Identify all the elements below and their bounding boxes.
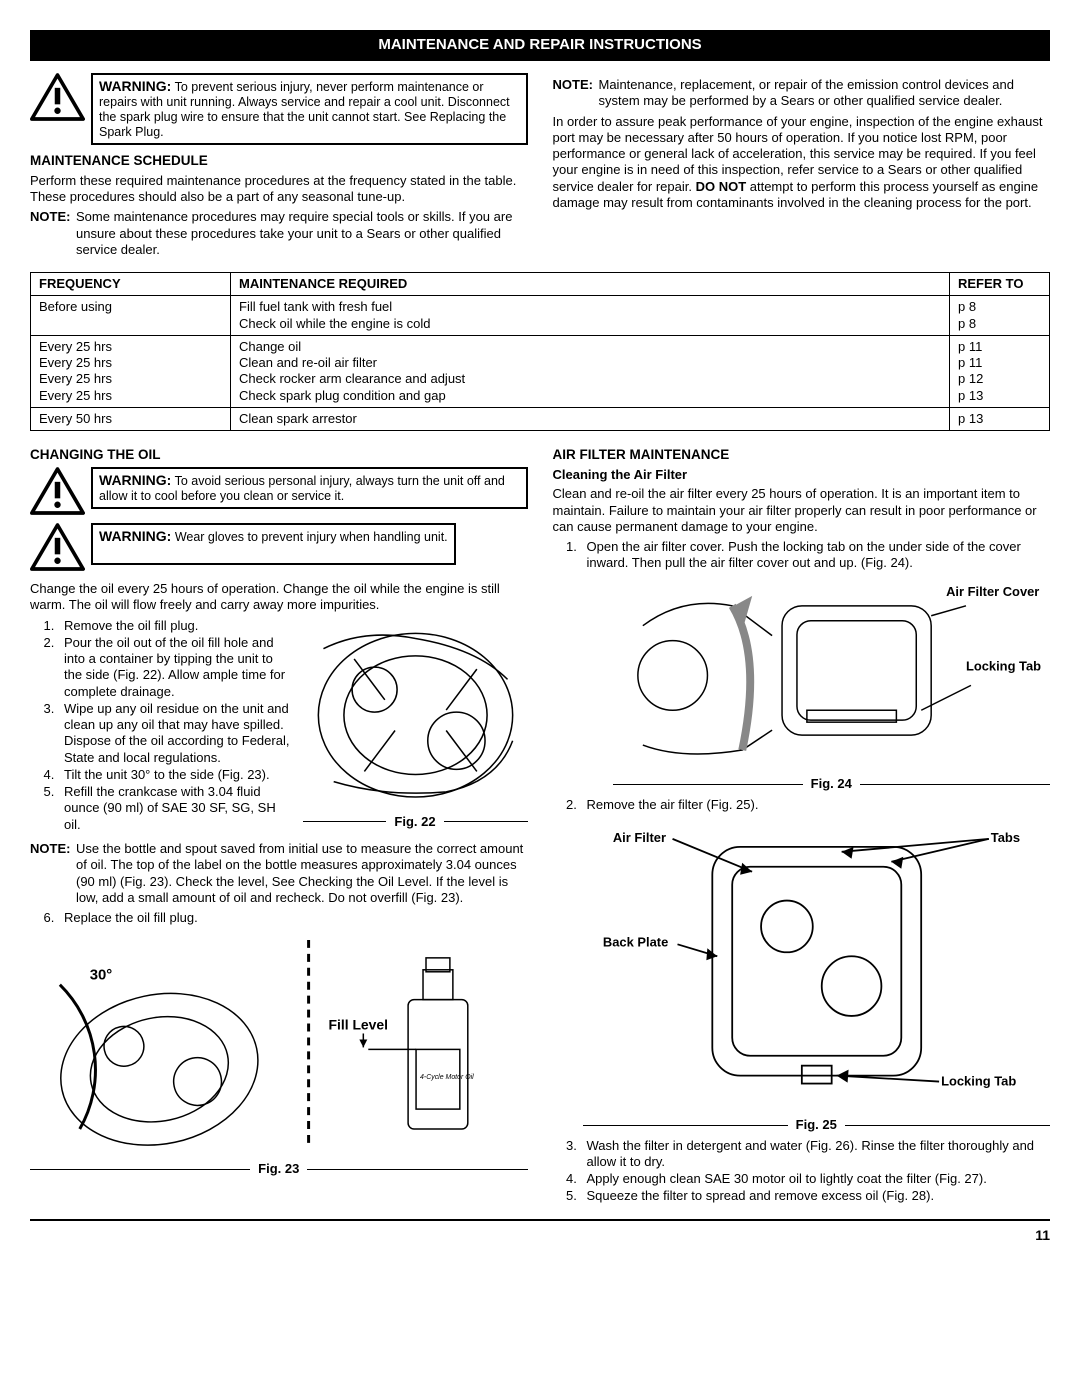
svg-text:Tabs: Tabs bbox=[990, 830, 1019, 845]
fig25-block: Air Filter Tabs Back Plate Locking Tab bbox=[553, 817, 1051, 1134]
page-number: 11 bbox=[30, 1227, 1050, 1245]
air-step-3: Wash the filter in detergent and water (… bbox=[581, 1138, 1051, 1171]
fig23-label: Fig. 23 bbox=[258, 1161, 299, 1177]
cell-freq: Before using bbox=[31, 296, 231, 336]
table-row: Every 25 hrs Every 25 hrs Every 25 hrs E… bbox=[31, 335, 1050, 407]
oil-steps-2: Replace the oil fill plug. bbox=[30, 910, 528, 926]
right-note-body: Maintenance, replacement, or repair of t… bbox=[599, 77, 1051, 110]
fig25-caption: Fig. 25 bbox=[583, 1117, 1051, 1133]
warning-label: WARNING: bbox=[99, 472, 171, 488]
fig22-caption: Fig. 22 bbox=[303, 814, 528, 830]
fig22-block: Fig. 22 bbox=[303, 618, 528, 833]
schedule-note: NOTE: Some maintenance procedures may re… bbox=[30, 209, 528, 258]
warning-label: WARNING: bbox=[99, 78, 171, 94]
fig24-block: Air Filter Cover Locking Tab Fig. 24 bbox=[553, 576, 1051, 793]
warning-2-text: WARNING: To avoid serious personal injur… bbox=[91, 467, 528, 509]
air-steps-1: Open the air filter cover. Push the lock… bbox=[553, 539, 1051, 572]
fig22-label: Fig. 22 bbox=[394, 814, 435, 830]
fig23-illustration: 30° Fill Level 4-Cycle Motor Oil bbox=[30, 930, 528, 1159]
air-step-1: Open the air filter cover. Push the lock… bbox=[581, 539, 1051, 572]
page-header: MAINTENANCE AND REPAIR INSTRUCTIONS bbox=[30, 30, 1050, 61]
cell-ref: p 11 p 11 p 12 p 13 bbox=[950, 335, 1050, 407]
cell-freq: Every 50 hrs bbox=[31, 407, 231, 430]
oil-intro: Change the oil every 25 hours of operati… bbox=[30, 581, 528, 614]
warning-icon bbox=[30, 73, 85, 121]
air-title: AIR FILTER MAINTENANCE bbox=[553, 447, 1051, 464]
table-row: Every 50 hrs Clean spark arrestor p 13 bbox=[31, 407, 1050, 430]
table-row: Before using Fill fuel tank with fresh f… bbox=[31, 296, 1050, 336]
oil-note-body: Use the bottle and spout saved from init… bbox=[76, 841, 528, 906]
top-right-col: NOTE: Maintenance, replacement, or repai… bbox=[553, 73, 1051, 262]
warning-icon bbox=[30, 523, 85, 571]
left-col: CHANGING THE OIL WARNING: To avoid serio… bbox=[30, 441, 528, 1208]
cell-req: Fill fuel tank with fresh fuel Check oil… bbox=[231, 296, 950, 336]
fig24-illustration: Air Filter Cover Locking Tab bbox=[613, 576, 1051, 775]
fig24-caption: Fig. 24 bbox=[613, 776, 1051, 792]
fig25-illustration: Air Filter Tabs Back Plate Locking Tab bbox=[583, 817, 1051, 1115]
right-para: In order to assure peak performance of y… bbox=[553, 114, 1051, 212]
air-step-2: Remove the air filter (Fig. 25). bbox=[581, 797, 1051, 813]
th-refer: REFER TO bbox=[950, 273, 1050, 296]
svg-text:30°: 30° bbox=[90, 967, 113, 984]
bottom-rule bbox=[30, 1219, 1050, 1221]
warning-3-text: WARNING: Wear gloves to prevent injury w… bbox=[91, 523, 456, 565]
bottom-columns: CHANGING THE OIL WARNING: To avoid serio… bbox=[30, 441, 1050, 1208]
air-subtitle: Cleaning the Air Filter bbox=[553, 467, 1051, 483]
right-col: AIR FILTER MAINTENANCE Cleaning the Air … bbox=[553, 441, 1051, 1208]
warning-2: WARNING: To avoid serious personal injur… bbox=[30, 467, 528, 515]
fig23-block: 30° Fill Level 4-Cycle Motor Oil Fig. 2 bbox=[30, 930, 528, 1177]
warning-3: WARNING: Wear gloves to prevent injury w… bbox=[30, 523, 528, 571]
warning-icon bbox=[30, 467, 85, 515]
schedule-note-body: Some maintenance procedures may require … bbox=[76, 209, 528, 258]
svg-text:Locking Tab: Locking Tab bbox=[941, 1073, 1016, 1088]
svg-text:Air Filter Cover: Air Filter Cover bbox=[946, 583, 1039, 598]
cell-req: Clean spark arrestor bbox=[231, 407, 950, 430]
oil-steps-wrap: Fig. 22 Remove the oil fill plug. Pour t… bbox=[30, 618, 528, 837]
air-intro: Clean and re-oil the air filter every 25… bbox=[553, 486, 1051, 535]
note-label: NOTE: bbox=[30, 841, 70, 856]
th-frequency: FREQUENCY bbox=[31, 273, 231, 296]
svg-text:Air Filter: Air Filter bbox=[612, 830, 665, 845]
warning-3-body: Wear gloves to prevent injury when handl… bbox=[175, 530, 448, 544]
fig25-label: Fig. 25 bbox=[796, 1117, 837, 1133]
maintenance-table: FREQUENCY MAINTENANCE REQUIRED REFER TO … bbox=[30, 272, 1050, 431]
oil-step-6: Replace the oil fill plug. bbox=[58, 910, 528, 926]
warning-1: WARNING: To prevent serious injury, neve… bbox=[30, 73, 528, 145]
top-left-col: WARNING: To prevent serious injury, neve… bbox=[30, 73, 528, 262]
cell-ref: p 8 p 8 bbox=[950, 296, 1050, 336]
svg-text:Locking Tab: Locking Tab bbox=[965, 658, 1040, 673]
fig24-label: Fig. 24 bbox=[811, 776, 852, 792]
note-label: NOTE: bbox=[30, 209, 70, 224]
schedule-title: MAINTENANCE SCHEDULE bbox=[30, 153, 528, 170]
cell-ref: p 13 bbox=[950, 407, 1050, 430]
oil-title: CHANGING THE OIL bbox=[30, 447, 528, 464]
svg-text:Back Plate: Back Plate bbox=[602, 934, 667, 949]
cell-freq: Every 25 hrs Every 25 hrs Every 25 hrs E… bbox=[31, 335, 231, 407]
right-note: NOTE: Maintenance, replacement, or repai… bbox=[553, 77, 1051, 110]
warning-label: WARNING: bbox=[99, 528, 171, 544]
schedule-intro: Perform these required maintenance proce… bbox=[30, 173, 528, 206]
top-columns: WARNING: To prevent serious injury, neve… bbox=[30, 73, 1050, 262]
th-required: MAINTENANCE REQUIRED bbox=[231, 273, 950, 296]
oil-note: NOTE: Use the bottle and spout saved fro… bbox=[30, 841, 528, 906]
fig23-caption: Fig. 23 bbox=[30, 1161, 528, 1177]
air-steps-2: Remove the air filter (Fig. 25). bbox=[553, 797, 1051, 813]
warning-1-text: WARNING: To prevent serious injury, neve… bbox=[91, 73, 528, 145]
svg-text:Fill Level: Fill Level bbox=[328, 1017, 388, 1033]
svg-text:4-Cycle Motor Oil: 4-Cycle Motor Oil bbox=[420, 1074, 474, 1081]
right-para-bold: DO NOT bbox=[696, 179, 747, 194]
air-steps-3: Wash the filter in detergent and water (… bbox=[553, 1138, 1051, 1205]
cell-req: Change oil Clean and re-oil air filter C… bbox=[231, 335, 950, 407]
air-step-5: Squeeze the filter to spread and remove … bbox=[581, 1188, 1051, 1204]
note-label: NOTE: bbox=[553, 77, 593, 92]
fig22-illustration bbox=[303, 618, 528, 812]
air-step-4: Apply enough clean SAE 30 motor oil to l… bbox=[581, 1171, 1051, 1187]
